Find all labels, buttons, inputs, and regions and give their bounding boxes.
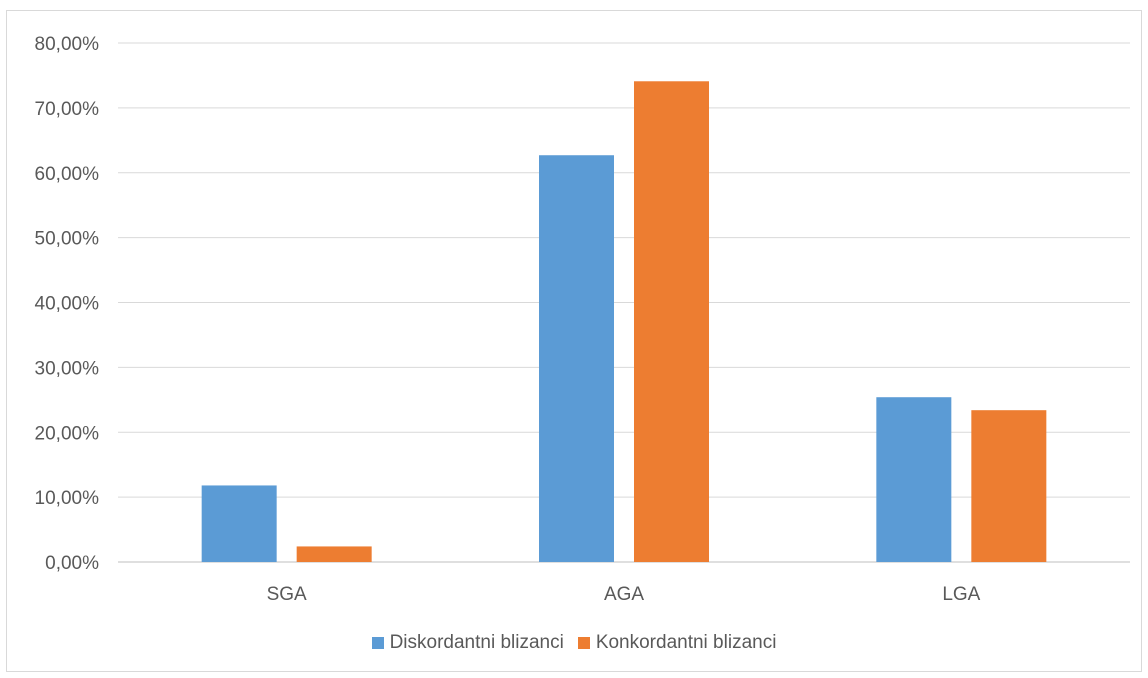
y-tick-label: 40,00% <box>35 294 100 315</box>
y-tick-label: 10,00% <box>35 488 100 509</box>
bar-aga-series-0 <box>539 155 614 562</box>
legend-label-konkordantni: Konkordantni blizanci <box>595 632 777 653</box>
legend-swatch-konkordantni <box>577 637 590 649</box>
x-tick-label-aga: AGA <box>604 584 644 605</box>
y-tick-label: 80,00% <box>35 34 100 55</box>
x-axis-tick-labels: SGA AGA LGA <box>267 584 981 605</box>
y-tick-label: 60,00% <box>35 164 100 185</box>
y-tick-label: 20,00% <box>35 423 100 444</box>
legend-label-diskordantni: Diskordantni blizanci <box>389 632 564 653</box>
x-tick-label-sga: SGA <box>267 584 307 605</box>
y-axis-tick-labels: 0,00% 10,00% 20,00% 30,00% 40,00% 50,00% 60,00… <box>35 34 100 574</box>
legend-item-konkordantni: Konkordantni blizanci <box>577 632 777 654</box>
legend-swatch-diskordantni <box>371 637 384 649</box>
y-tick-label: 30,00% <box>35 358 100 379</box>
bar-sga-series-0 <box>201 485 277 562</box>
bar-lga-series-1 <box>971 410 1047 562</box>
y-tick-label: 70,00% <box>35 99 100 120</box>
grid-lines <box>118 42 1130 563</box>
bars <box>201 81 1047 563</box>
bar-aga-series-1 <box>634 81 709 563</box>
x-tick-label-lga: LGA <box>942 584 980 605</box>
y-tick-label: 50,00% <box>35 229 100 250</box>
legend-item-diskordantni: Diskordantni blizanci <box>371 632 564 654</box>
legend: Diskordantni blizanci Konkordantni bliza… <box>0 632 1148 654</box>
bar-sga-series-1 <box>296 546 372 562</box>
bar-lga-series-0 <box>876 397 952 562</box>
y-tick-label: 0,00% <box>45 553 99 574</box>
